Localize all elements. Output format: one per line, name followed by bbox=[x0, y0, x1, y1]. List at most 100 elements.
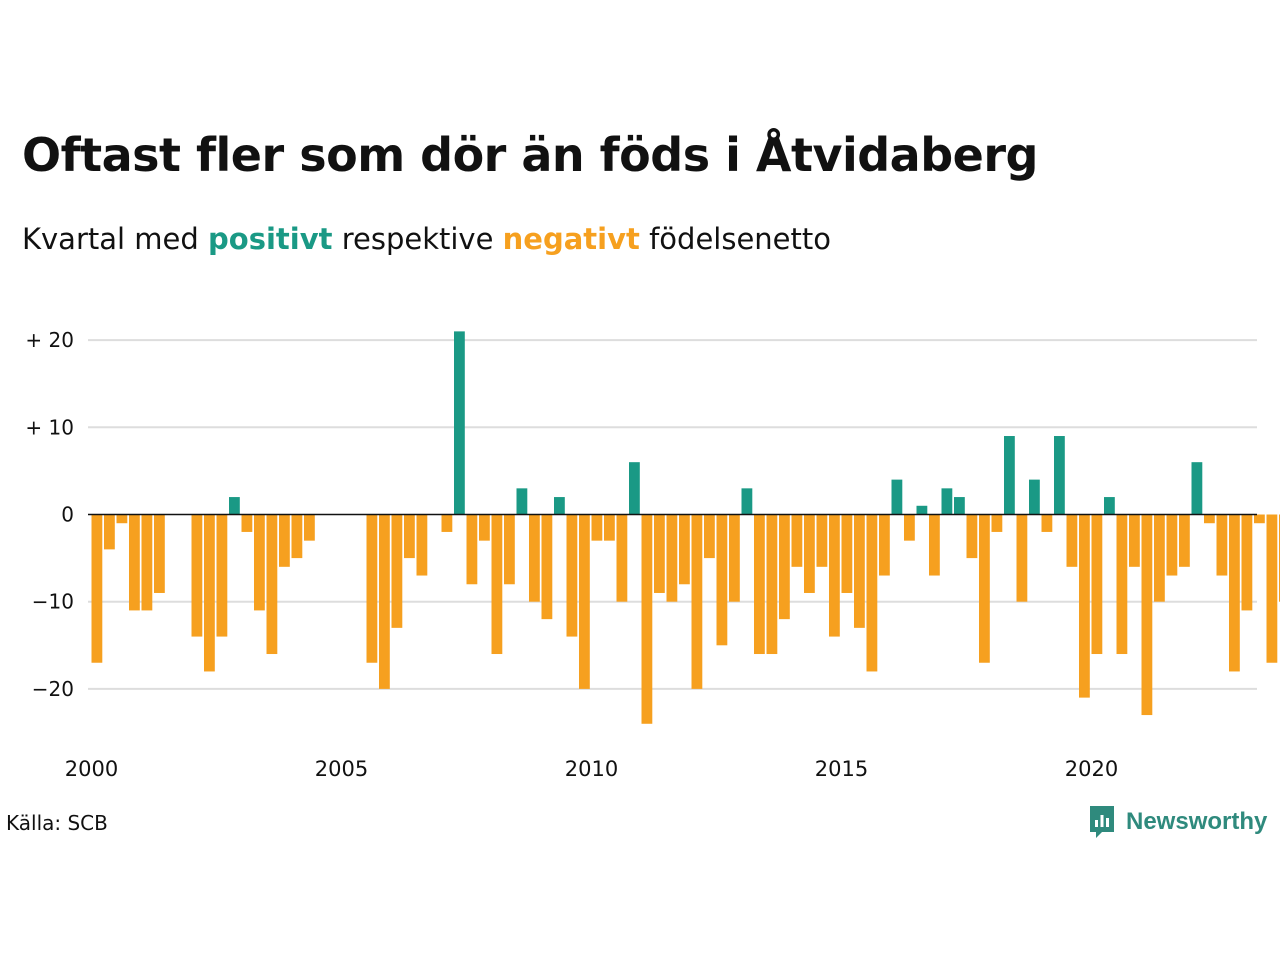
bar-negative bbox=[791, 514, 803, 567]
bar-negative bbox=[379, 514, 390, 689]
bar-negative bbox=[366, 514, 378, 663]
bar-negative bbox=[204, 514, 215, 672]
bar-positive bbox=[1104, 497, 1115, 515]
x-tick-label: 2010 bbox=[565, 757, 618, 781]
newsworthy-logo[interactable]: Newsworthy bbox=[1088, 804, 1267, 840]
bar-negative bbox=[1079, 514, 1090, 698]
bar-negative bbox=[91, 514, 103, 663]
bar-negative bbox=[1016, 514, 1028, 602]
bar-negative bbox=[529, 514, 540, 602]
bar-positive bbox=[229, 497, 240, 515]
bar-negative bbox=[866, 514, 878, 672]
bar-negative bbox=[716, 514, 728, 646]
x-tick-label: 2005 bbox=[315, 757, 368, 781]
bar-negative bbox=[416, 514, 428, 576]
bar-negative bbox=[1066, 514, 1078, 567]
bar-negative bbox=[1241, 514, 1253, 611]
subtitle-negative-word: negativt bbox=[502, 222, 640, 256]
bar-negative bbox=[679, 514, 690, 585]
bar-negative bbox=[241, 514, 253, 532]
bar-negative bbox=[766, 514, 778, 655]
bar-negative bbox=[854, 514, 865, 628]
bar-negative bbox=[829, 514, 840, 637]
bar-negative bbox=[754, 514, 765, 655]
y-tick-label: −20 bbox=[32, 677, 74, 701]
bar-positive bbox=[941, 488, 953, 515]
newsworthy-logo-icon bbox=[1090, 806, 1114, 838]
y-tick-label: −10 bbox=[32, 590, 74, 614]
chart-subtitle: Kvartal med positivt respektive negativt… bbox=[22, 222, 831, 256]
bar-negative bbox=[104, 514, 115, 550]
bar-negative bbox=[291, 514, 303, 559]
y-axis-labels: + 20 + 10 0 −10 −20 bbox=[25, 328, 74, 701]
bar-negative bbox=[991, 514, 1003, 532]
bar-negative bbox=[1204, 514, 1215, 524]
bar-negative bbox=[504, 514, 515, 585]
bar-negative bbox=[129, 514, 140, 611]
bar-positive bbox=[891, 479, 903, 515]
subtitle-middle: respektive bbox=[341, 222, 494, 256]
bar-negative bbox=[216, 514, 228, 637]
bar-negative bbox=[1091, 514, 1103, 655]
x-tick-label: 2000 bbox=[65, 757, 118, 781]
bar-negative bbox=[691, 514, 703, 689]
bar-negative bbox=[929, 514, 940, 576]
bar-negative bbox=[1179, 514, 1190, 567]
bar-negative bbox=[816, 514, 828, 567]
bar-negative bbox=[879, 514, 890, 576]
bar-negative bbox=[1166, 514, 1178, 576]
bar-negative bbox=[541, 514, 553, 620]
y-tick-label: + 20 bbox=[25, 328, 74, 352]
bar-negative bbox=[1141, 514, 1153, 716]
bar-negative bbox=[116, 514, 128, 524]
bar-negative bbox=[1041, 514, 1053, 532]
x-axis-labels: 2000 2005 2010 2015 2020 bbox=[65, 757, 1118, 781]
bar-negative bbox=[141, 514, 153, 611]
newsworthy-logo-text: Newsworthy bbox=[1126, 808, 1268, 835]
subtitle-positive-word: positivt bbox=[208, 222, 333, 256]
bar-negative bbox=[841, 514, 853, 593]
bar-negative bbox=[666, 514, 678, 602]
bar-negative bbox=[466, 514, 478, 585]
bar-negative bbox=[154, 514, 165, 593]
bar-positive bbox=[1191, 462, 1203, 515]
bar-negative bbox=[1266, 514, 1278, 663]
bar-negative bbox=[616, 514, 628, 602]
bar-negative bbox=[729, 514, 740, 602]
bar-negative bbox=[591, 514, 603, 541]
bar-negative bbox=[1216, 514, 1228, 576]
bar-negative bbox=[654, 514, 665, 593]
bar-negative bbox=[1154, 514, 1165, 602]
chart-title: Oftast fler som dör än föds i Åtvidaberg bbox=[22, 128, 1038, 182]
bar-positive bbox=[916, 505, 928, 515]
bar-negative bbox=[441, 514, 453, 532]
subtitle-prefix: Kvartal med bbox=[22, 222, 199, 256]
bar-positive bbox=[741, 488, 753, 515]
subtitle-suffix: födelsenetto bbox=[649, 222, 831, 256]
bar-negative bbox=[266, 514, 278, 655]
bar-negative bbox=[904, 514, 915, 541]
bar-negative bbox=[1229, 514, 1240, 672]
bar-negative bbox=[191, 514, 203, 637]
y-tick-label: + 10 bbox=[25, 415, 74, 439]
bar-negative bbox=[279, 514, 290, 567]
bar-positive bbox=[1054, 436, 1065, 515]
bar-negative bbox=[966, 514, 978, 559]
bar-negative bbox=[1254, 514, 1265, 524]
x-tick-label: 2020 bbox=[1065, 757, 1118, 781]
bar-positive bbox=[954, 497, 965, 515]
bar-negative bbox=[641, 514, 653, 724]
bar-negative bbox=[804, 514, 815, 593]
bar-negative bbox=[579, 514, 590, 689]
bar-positive bbox=[1004, 436, 1015, 515]
bar-negative bbox=[391, 514, 403, 628]
y-tick-label: 0 bbox=[61, 503, 74, 527]
bar-negative bbox=[704, 514, 715, 559]
bar-negative bbox=[604, 514, 615, 541]
bar-negative bbox=[304, 514, 315, 541]
bar-negative bbox=[1116, 514, 1128, 655]
bar-negative bbox=[254, 514, 265, 611]
bar-negative bbox=[491, 514, 503, 655]
bar-negative bbox=[1129, 514, 1140, 567]
x-tick-label: 2015 bbox=[815, 757, 868, 781]
